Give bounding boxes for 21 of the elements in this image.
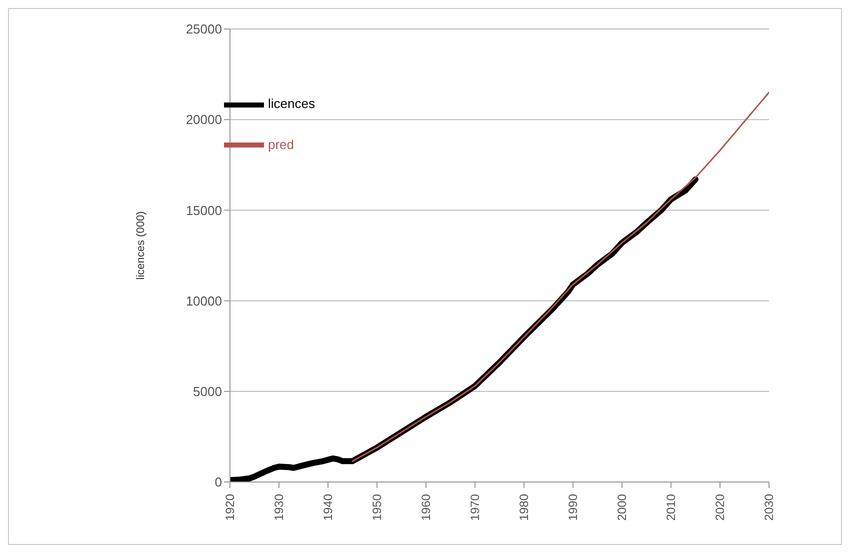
x-tick-label: 2000 [614,494,629,521]
y-tick-label: 10000 [186,293,222,308]
x-tick-label: 2030 [762,494,776,521]
y-tick-label: 0 [214,474,222,490]
legend-label: licences [268,96,315,111]
x-tick-label: 1940 [320,494,335,521]
x-tick-label: 1980 [516,494,531,521]
y-tick-label: 20000 [186,112,222,128]
x-tick-label: 1990 [566,494,580,521]
x-tick-label: 2010 [664,494,678,521]
x-tick-label: 1970 [468,494,482,521]
legend-label: pred [268,136,294,152]
y-tick-label: 15000 [186,202,222,218]
y-axis-title: licences (000) [134,211,147,280]
x-tick-label: 1920 [222,494,237,521]
x-tick-label: 2020 [712,494,727,521]
y-tick-label: 5000 [193,384,222,400]
x-tick-label: 1960 [418,494,433,521]
x-tick-label: 1950 [370,494,384,521]
y-tick-label: 25000 [186,22,222,37]
x-tick-label: 1930 [272,494,286,521]
